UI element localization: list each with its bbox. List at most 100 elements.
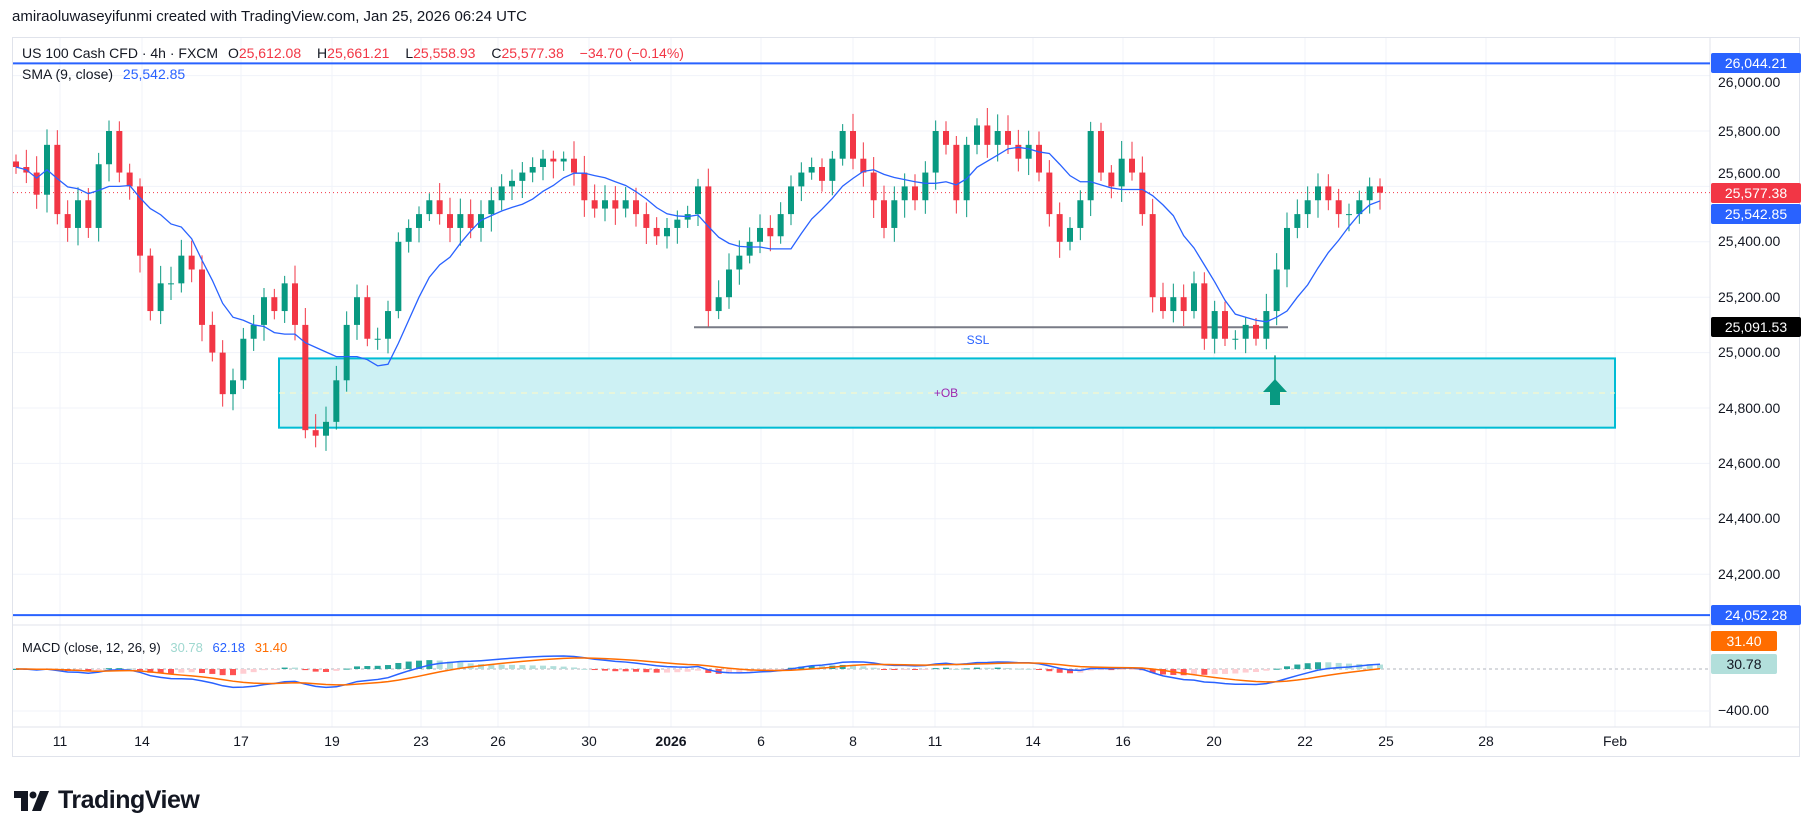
up-arrow-icon [1263,379,1287,405]
candle-down [1015,144,1022,159]
candle-down [1129,158,1135,173]
macd-histogram-bar [767,669,774,671]
macd-histogram-bar [519,665,526,669]
symbol-name[interactable]: US 100 Cash CFD · 4h · FXCM [22,45,219,61]
candle-down [188,255,195,270]
macd-histogram-bar [1284,666,1290,669]
candle-down [881,200,887,228]
macd-histogram-bar [705,669,712,673]
candle-up [540,158,546,168]
macd-histogram-bar [612,669,619,672]
candle-down [54,144,61,215]
time-tick-label: 14 [134,733,150,749]
candle-down [633,200,639,215]
time-tick-label: 19 [324,733,340,749]
macd-histogram-bar [560,666,567,669]
time-tick-label: Feb [1602,733,1628,749]
candle-up [788,186,794,215]
candle-up [333,380,340,422]
tradingview-logo[interactable]: TradingView [14,786,200,815]
time-tick-label: 20 [1206,733,1222,749]
candle-up [602,200,608,209]
macd-histogram-bar [932,668,939,670]
time-tick-label: 11 [52,733,68,749]
candle-up [994,131,1001,145]
price-tick-label: 26,000.00 [1718,74,1781,91]
candle-up [1356,200,1363,215]
low-label: L [405,45,414,61]
candle-up [343,324,350,381]
candle-up [95,164,102,228]
candle-up [457,214,464,228]
candle-up [1118,158,1125,187]
macd-histogram-bar [1025,668,1032,670]
macd-histogram-bar [364,666,371,669]
macd-histogram-bar [168,669,174,674]
candle-up [922,172,929,201]
candle-up [240,338,247,381]
candle-up [829,158,836,181]
macd-histogram-bar [405,661,412,669]
candle-down [705,186,712,312]
macd-histogram-bar [1108,669,1115,671]
close-label: C [491,45,502,61]
sma-legend[interactable]: SMA (9, close) 25,542.85 [22,66,191,82]
open-label: O [227,45,239,61]
macd-histogram-bar [1067,669,1073,674]
macd-histogram-bar [199,669,205,674]
sma-value: 25,542.85 [122,66,186,82]
candle-up [1067,227,1073,242]
candle-up [777,214,784,237]
macd-histogram-bar [1056,669,1063,673]
level-low-badge: 24,052.28 [1711,605,1801,626]
macd-histogram-bar [891,669,898,670]
macd-histogram-bar [1036,669,1042,670]
candle-down [860,158,867,173]
sma-line [15,146,1381,367]
attribution: amiraoluwaseyifunmi created with Trading… [12,8,527,25]
macd-axis-tick: −400.00 [1718,702,1769,718]
macd-histogram-bar [1046,669,1053,672]
macd-histogram-bar [509,664,515,669]
candle-up [746,241,753,256]
macd-histogram-bar [571,667,577,669]
candle-down [581,172,588,201]
candle-down [612,200,619,209]
candle-up [395,241,402,312]
candle-up [695,186,701,215]
candle-up [1025,144,1032,159]
candle-up [323,421,329,436]
order-block-label: +OB [934,386,958,400]
macd-histogram-bar [312,669,319,672]
macd-histogram-bar [963,668,970,670]
price-tick-label: 25,200.00 [1718,288,1781,305]
candle-down [147,255,154,312]
chart-frame [12,37,1800,757]
macd-signal-value: 31.40 [254,640,288,655]
candle-up [1242,324,1249,339]
macd-histogram-bar [1201,669,1208,675]
macd-histogram-bar [591,669,598,671]
candle-up [963,144,970,201]
macd-histogram-bar [808,665,815,669]
sma-badge: 25,542.85 [1711,203,1801,224]
high-value: 25,661.21 [327,45,390,61]
candle-down [33,172,40,195]
candle-up [261,297,267,325]
candle-down [64,214,71,228]
time-tick-label: 26 [490,733,506,749]
macd-line [15,655,1381,689]
macd-histogram-bar [684,669,691,672]
macd-histogram-bar [1325,662,1332,669]
candle-up [488,200,495,215]
macd-histogram-bar [137,669,143,671]
macd-histogram-bar [447,661,453,669]
macd-histogram-bar [581,668,588,670]
price-tick-label: 25,600.00 [1718,164,1781,181]
candle-up [1304,200,1311,215]
macd-legend[interactable]: MACD (close, 12, 26, 9) 30.78 62.18 31.4… [22,640,293,655]
candle-down [819,167,825,181]
macd-histogram-bar [261,669,267,671]
candle-up [901,186,908,201]
